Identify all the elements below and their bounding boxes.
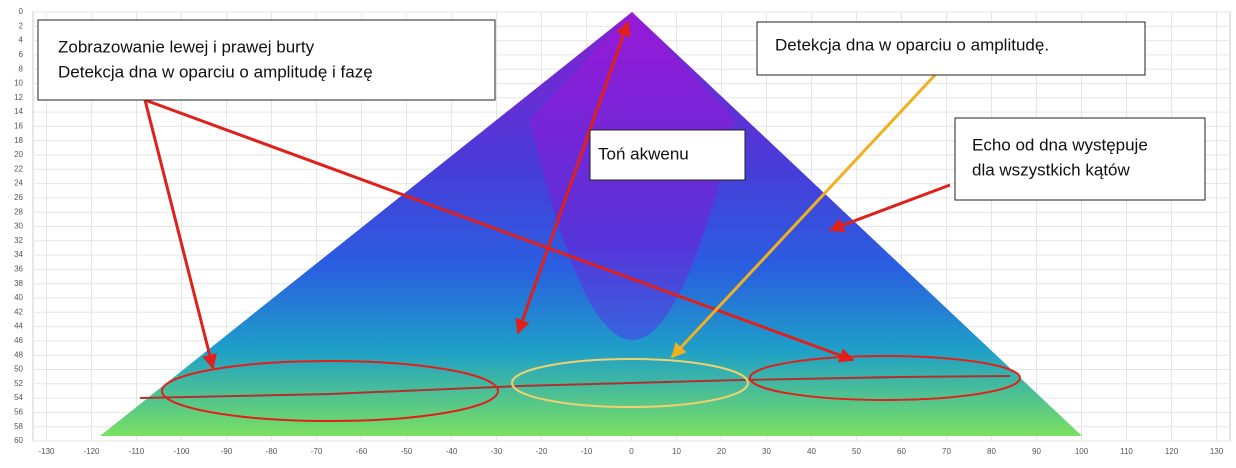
x-tick-label: -10 [581,447,593,456]
x-tick-label: -80 [266,447,278,456]
x-tick-label: 40 [807,447,816,456]
y-tick-label: 18 [14,136,23,145]
annotation-box [756,21,1146,76]
y-tick-label: 24 [14,179,23,188]
y-tick-label: 34 [14,250,23,259]
arrow [828,183,951,233]
bottom-line [139,375,1011,399]
y-tick-label: 50 [14,365,23,374]
ellipse-center [511,358,749,408]
ellipse-left [161,360,499,422]
y-tick-label: 52 [14,379,23,388]
x-tick-label: 0 [629,447,634,456]
x-tick-label: 90 [1032,447,1041,456]
arrow [670,73,937,359]
x-tick-label: 50 [852,447,861,456]
y-tick-label: 8 [19,64,24,73]
y-tick-label: 48 [14,350,23,359]
ellipse-right [749,355,1021,401]
y-tick-label: 0 [19,7,24,16]
annotations: Zobrazowanie lewej i prawej burty Detekcj… [37,19,1206,201]
y-tick-label: 58 [14,422,23,431]
y-tick-label: 14 [14,107,23,116]
y-tick-label: 12 [14,93,23,102]
x-tick-label: -70 [311,447,323,456]
x-tick-label: -50 [401,447,413,456]
x-tick-label: -100 [173,447,190,456]
y-tick-label: 44 [14,322,23,331]
y-tick-label: 28 [14,207,23,216]
annotation-box [954,117,1206,201]
y-tick-label: 26 [14,193,23,202]
arrow [143,99,217,370]
y-tick-label: 54 [14,393,23,402]
x-tick-label: 20 [717,447,726,456]
arrows [143,20,951,370]
annotation-box [589,129,746,181]
y-tick-label: 42 [14,307,23,316]
x-tick-label: 60 [897,447,906,456]
y-tick-label: 30 [14,222,23,231]
y-tick-label: 36 [14,265,23,274]
y-tick-label: 32 [14,236,23,245]
x-tick-label: 110 [1120,447,1133,456]
x-tick-label: 70 [942,447,951,456]
y-tick-label: 4 [19,36,24,45]
x-tick-label: 10 [672,447,681,456]
y-tick-label: 22 [14,164,23,173]
annotation-text: Detekcja dna w oparciu o amplitudę i faz… [58,62,373,81]
x-tick-label: -30 [491,447,503,456]
x-tick-label: -90 [221,447,233,456]
x-tick-label: -120 [83,447,100,456]
y-tick-label: 46 [14,336,23,345]
arrow [144,98,855,363]
y-tick-label: 20 [14,150,23,159]
y-tick-label: 6 [19,50,24,59]
x-tick-label: 100 [1075,447,1089,456]
y-tick-label: 40 [14,293,23,302]
x-tick-label: -130 [38,447,55,456]
y-tick-label: 16 [14,122,23,131]
annotation-box [37,19,496,101]
annotation-text: Echo od dna występuje [972,135,1148,154]
arrow [515,20,631,335]
y-tick-label: 10 [14,79,23,88]
y-tick-label: 2 [19,21,24,30]
x-tick-label: -110 [129,447,145,456]
x-tick-label: 120 [1165,447,1179,456]
annotation-text: Zobrazowanie lewej i prawej burty [58,37,315,56]
y-tick-label: 60 [14,436,23,445]
x-tick-label: -60 [356,447,368,456]
y-tick-label: 56 [14,408,23,417]
annotation-text: dla wszystkich kątów [972,160,1130,179]
x-tick-label: 130 [1210,447,1224,456]
x-tick-label: -20 [536,447,548,456]
x-tick-label: 30 [762,447,771,456]
x-tick-label: 80 [987,447,996,456]
x-tick-label: -40 [446,447,458,456]
y-tick-label: 38 [14,279,23,288]
annotation-text: Detekcja dna w oparciu o amplitudę. [775,35,1049,54]
annotation-text: Toń akwenu [598,144,689,163]
